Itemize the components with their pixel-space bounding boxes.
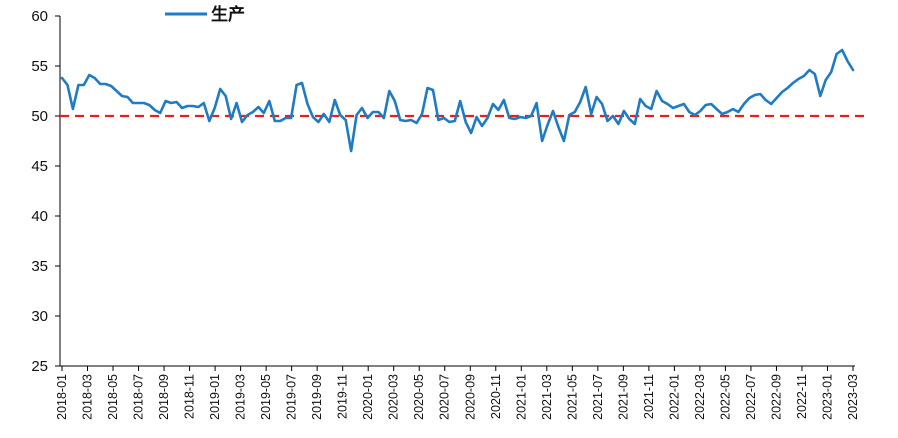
y-tick-label: 45 bbox=[31, 158, 48, 175]
x-tick-label: 2023-03 bbox=[846, 374, 860, 420]
x-tick-label: 2022-05 bbox=[718, 374, 732, 420]
x-tick-label: 2022-01 bbox=[667, 374, 681, 420]
x-tick-label: 2021-11 bbox=[642, 374, 656, 419]
x-tick-label: 2020-09 bbox=[463, 374, 477, 420]
x-tick-label: 2022-07 bbox=[744, 374, 758, 420]
x-tick-label: 2021-07 bbox=[591, 374, 605, 420]
legend-label-0: 生产 bbox=[211, 4, 245, 25]
x-tick-label: 2019-03 bbox=[234, 374, 248, 420]
x-tick-label: 2020-01 bbox=[361, 374, 375, 420]
x-tick-label: 2018-07 bbox=[132, 374, 146, 420]
y-tick-label: 35 bbox=[31, 258, 48, 275]
x-tick-label: 2020-11 bbox=[489, 374, 503, 419]
x-tick-label: 2019-05 bbox=[259, 374, 273, 420]
x-tick-label: 2022-03 bbox=[693, 374, 707, 420]
x-tick-label: 2018-01 bbox=[55, 374, 69, 420]
x-tick-label: 2018-05 bbox=[106, 374, 120, 420]
x-tick-label: 2022-09 bbox=[769, 374, 783, 420]
x-tick-label: 2019-11 bbox=[336, 374, 350, 419]
y-tick-label: 25 bbox=[31, 358, 48, 375]
y-tick-label: 50 bbox=[31, 108, 48, 125]
x-tick-label: 2021-09 bbox=[616, 374, 630, 420]
y-tick-label: 30 bbox=[31, 308, 48, 325]
x-tick-label: 2020-05 bbox=[412, 374, 426, 420]
series-line-0 bbox=[60, 48, 855, 153]
x-tick-label: 2023-01 bbox=[820, 374, 834, 420]
x-tick-label: 2018-03 bbox=[81, 374, 95, 420]
x-tick-label: 2018-11 bbox=[183, 374, 197, 419]
y-tick-label: 40 bbox=[31, 208, 48, 225]
x-tick-label: 2020-03 bbox=[387, 374, 401, 420]
y-tick-label: 55 bbox=[31, 58, 48, 75]
x-tick-label: 2022-11 bbox=[795, 374, 809, 419]
x-tick-label: 2021-05 bbox=[565, 374, 579, 420]
x-tick-label: 2019-09 bbox=[310, 374, 324, 420]
x-tick-label: 2018-09 bbox=[157, 374, 171, 420]
x-tick-label: 2021-03 bbox=[540, 374, 554, 420]
x-tick-label: 2021-01 bbox=[514, 374, 528, 420]
x-tick-label: 2019-01 bbox=[208, 374, 222, 420]
x-tick-label: 2019-07 bbox=[285, 374, 299, 420]
y-tick-label: 60 bbox=[31, 8, 48, 25]
x-tick-label: 2020-07 bbox=[438, 374, 452, 420]
